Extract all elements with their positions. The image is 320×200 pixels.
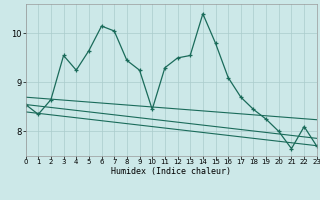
X-axis label: Humidex (Indice chaleur): Humidex (Indice chaleur) bbox=[111, 167, 231, 176]
